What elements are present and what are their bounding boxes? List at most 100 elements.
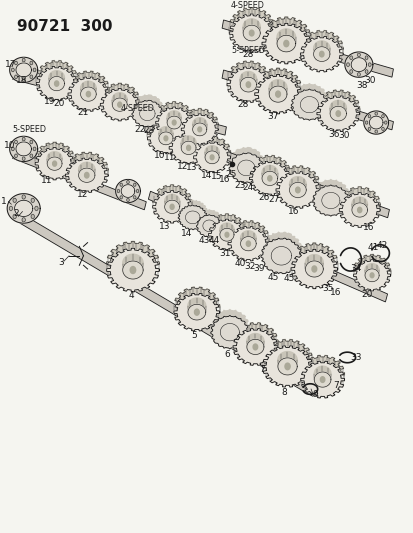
Polygon shape <box>313 47 329 61</box>
Circle shape <box>349 70 352 74</box>
Polygon shape <box>353 260 389 291</box>
Circle shape <box>22 58 25 62</box>
Polygon shape <box>312 180 348 211</box>
Circle shape <box>86 92 90 97</box>
Polygon shape <box>277 352 297 369</box>
Circle shape <box>252 344 257 350</box>
Polygon shape <box>167 111 181 124</box>
Polygon shape <box>181 114 218 145</box>
Polygon shape <box>152 191 191 223</box>
Polygon shape <box>262 346 312 387</box>
Text: 24: 24 <box>242 183 254 192</box>
Circle shape <box>33 147 36 151</box>
Text: 16: 16 <box>329 288 341 297</box>
Polygon shape <box>204 151 218 164</box>
Polygon shape <box>261 165 277 180</box>
Text: 30: 30 <box>363 76 375 85</box>
Polygon shape <box>228 221 268 255</box>
Polygon shape <box>289 182 306 198</box>
Polygon shape <box>338 187 379 222</box>
Text: 44: 44 <box>209 236 220 245</box>
Polygon shape <box>14 200 33 216</box>
Polygon shape <box>260 238 301 273</box>
Circle shape <box>381 115 383 118</box>
Text: 27: 27 <box>268 195 279 204</box>
Text: 34: 34 <box>349 264 361 273</box>
Polygon shape <box>16 63 31 77</box>
Circle shape <box>126 198 129 201</box>
Polygon shape <box>329 100 346 115</box>
Circle shape <box>311 266 316 272</box>
Polygon shape <box>181 109 218 140</box>
Polygon shape <box>364 269 378 282</box>
Polygon shape <box>35 148 74 180</box>
Text: 16: 16 <box>218 175 230 184</box>
Polygon shape <box>300 356 344 392</box>
Polygon shape <box>240 71 256 86</box>
Circle shape <box>120 196 122 199</box>
Circle shape <box>357 207 361 213</box>
Polygon shape <box>219 223 233 236</box>
Circle shape <box>120 183 122 186</box>
Polygon shape <box>338 192 379 228</box>
Polygon shape <box>254 68 301 108</box>
Polygon shape <box>155 107 192 138</box>
Polygon shape <box>147 118 184 149</box>
Text: 13: 13 <box>159 222 171 231</box>
Polygon shape <box>173 293 219 331</box>
Polygon shape <box>351 203 367 217</box>
Text: 41: 41 <box>367 244 378 253</box>
Polygon shape <box>16 142 31 156</box>
Polygon shape <box>20 215 307 392</box>
Circle shape <box>374 130 377 133</box>
Text: 23: 23 <box>143 126 155 135</box>
Polygon shape <box>181 141 195 155</box>
Polygon shape <box>221 20 392 77</box>
Circle shape <box>130 266 135 273</box>
Circle shape <box>14 140 17 144</box>
Text: 26: 26 <box>258 193 269 203</box>
Polygon shape <box>210 316 248 349</box>
Circle shape <box>295 187 299 193</box>
Polygon shape <box>240 237 256 251</box>
Polygon shape <box>290 249 337 289</box>
Polygon shape <box>9 136 38 161</box>
Polygon shape <box>132 95 162 122</box>
Text: 5-SPEED: 5-SPEED <box>12 125 46 134</box>
Polygon shape <box>122 261 143 279</box>
Circle shape <box>9 206 12 211</box>
Text: 12: 12 <box>77 190 88 199</box>
Text: 25: 25 <box>225 169 236 179</box>
Polygon shape <box>107 241 159 285</box>
Polygon shape <box>196 215 221 237</box>
Polygon shape <box>192 118 206 131</box>
Polygon shape <box>300 36 342 72</box>
Polygon shape <box>147 123 184 154</box>
Circle shape <box>194 309 199 315</box>
Text: 16: 16 <box>287 207 299 215</box>
Text: 5-SPEED: 5-SPEED <box>230 46 264 55</box>
Polygon shape <box>261 23 310 64</box>
Circle shape <box>246 241 250 246</box>
Text: 18: 18 <box>16 76 27 85</box>
Circle shape <box>30 140 33 144</box>
Polygon shape <box>261 171 277 185</box>
Text: 21: 21 <box>78 108 89 117</box>
Text: 28: 28 <box>237 100 249 109</box>
Polygon shape <box>246 340 263 354</box>
Polygon shape <box>159 127 173 140</box>
Polygon shape <box>65 158 108 192</box>
Circle shape <box>172 120 176 125</box>
Polygon shape <box>188 298 205 313</box>
Circle shape <box>369 273 373 278</box>
Text: 11: 11 <box>163 153 175 162</box>
Polygon shape <box>312 185 348 216</box>
Circle shape <box>117 102 121 107</box>
Polygon shape <box>228 153 263 183</box>
Text: 4-SPEED: 4-SPEED <box>230 1 264 10</box>
Circle shape <box>117 189 119 192</box>
Polygon shape <box>49 76 64 91</box>
Circle shape <box>197 127 201 132</box>
Polygon shape <box>276 35 295 52</box>
Polygon shape <box>144 123 389 218</box>
